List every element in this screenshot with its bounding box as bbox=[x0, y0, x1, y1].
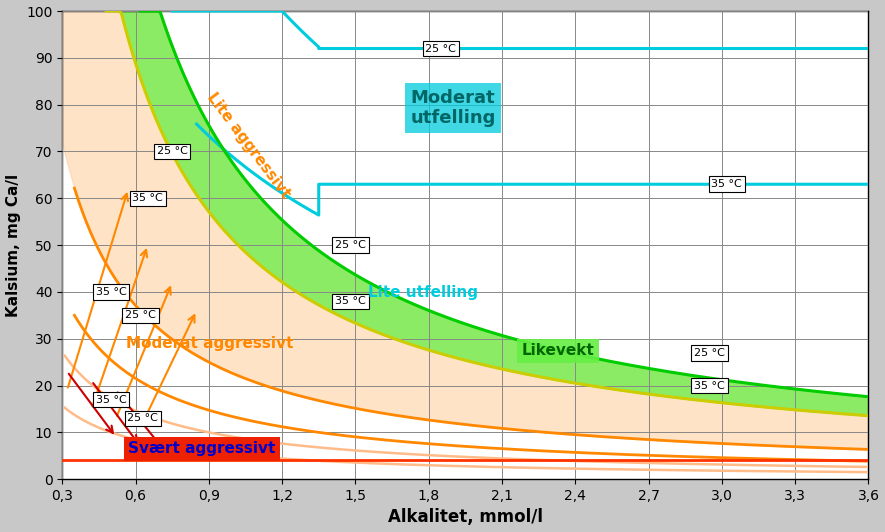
Text: Likevekt: Likevekt bbox=[521, 343, 594, 358]
X-axis label: Alkalitet, mmol/l: Alkalitet, mmol/l bbox=[388, 509, 543, 527]
Text: Lite utfelling: Lite utfelling bbox=[367, 285, 478, 300]
Text: 25 °C: 25 °C bbox=[157, 146, 188, 156]
Text: 25 °C: 25 °C bbox=[125, 310, 156, 320]
Y-axis label: Kalsium, mg Ca/l: Kalsium, mg Ca/l bbox=[5, 173, 20, 317]
Text: 35 °C: 35 °C bbox=[694, 380, 725, 390]
Text: Moderat
utfelling: Moderat utfelling bbox=[411, 89, 496, 127]
Text: 25 °C: 25 °C bbox=[127, 413, 158, 423]
Text: 25 °C: 25 °C bbox=[694, 348, 725, 358]
Text: Moderat aggressivt: Moderat aggressivt bbox=[126, 336, 293, 351]
Text: Svært aggressivt: Svært aggressivt bbox=[128, 442, 275, 456]
Text: 35 °C: 35 °C bbox=[712, 179, 743, 189]
Text: 25 °C: 25 °C bbox=[426, 44, 457, 54]
Text: 35 °C: 35 °C bbox=[133, 193, 163, 203]
Text: 25 °C: 25 °C bbox=[335, 240, 366, 250]
Text: 35 °C: 35 °C bbox=[96, 287, 127, 297]
Text: 35 °C: 35 °C bbox=[335, 296, 366, 306]
Text: Lite aggressivt: Lite aggressivt bbox=[204, 90, 293, 201]
Text: 35 °C: 35 °C bbox=[96, 395, 127, 405]
